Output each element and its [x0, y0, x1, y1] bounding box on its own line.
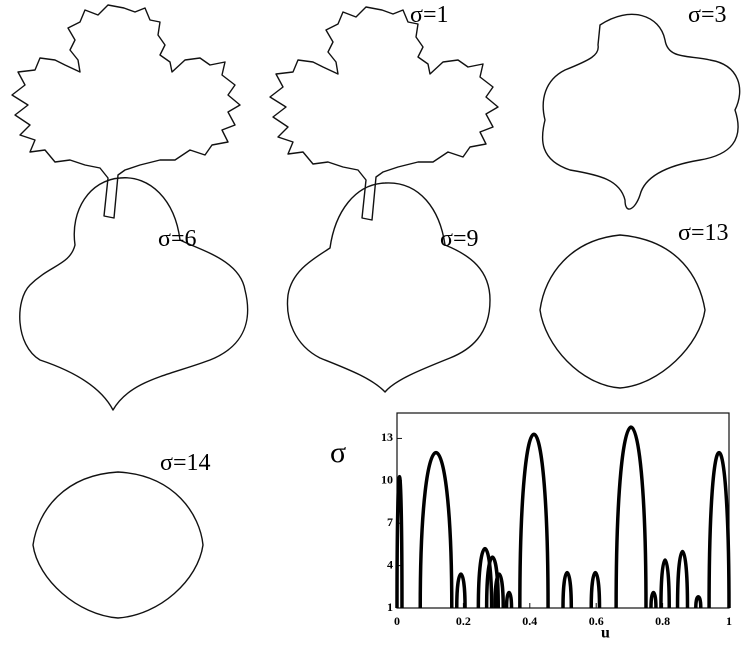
- leaf-sigma-14: [32, 471, 204, 619]
- contour: [659, 558, 671, 609]
- leaf-original: [11, 4, 241, 219]
- contour: [614, 425, 648, 609]
- contour: [675, 550, 690, 609]
- x-tick-label: 0.8: [655, 614, 670, 628]
- contour: [455, 572, 467, 609]
- contour: [707, 451, 731, 609]
- shape-label: σ=1: [410, 2, 448, 28]
- contour: [589, 571, 602, 609]
- contour: [649, 590, 658, 609]
- contour: [418, 450, 454, 609]
- contour: [476, 546, 494, 609]
- leaf-sigma-13: [539, 234, 706, 389]
- shape-label: σ=13: [678, 220, 728, 246]
- contour: [493, 572, 505, 609]
- contour: [504, 590, 514, 609]
- contour: [518, 432, 550, 609]
- x-tick-label: 1: [726, 614, 732, 628]
- shape-label: σ=3: [688, 2, 726, 28]
- y-tick-label: 10: [381, 473, 393, 487]
- contour: [395, 475, 404, 609]
- leaf-sigma-9: [286, 182, 491, 393]
- y-axis-label: σ: [330, 436, 346, 469]
- shape-label: σ=9: [440, 226, 478, 252]
- x-tick-label: 0.4: [522, 614, 537, 628]
- leaf-sigma-6: [19, 177, 249, 411]
- y-tick-label: 4: [387, 557, 393, 571]
- contour: [694, 594, 703, 609]
- leaf-sigma-1: [269, 6, 499, 221]
- contour: [484, 555, 501, 609]
- y-tick-label: 13: [381, 430, 393, 444]
- y-tick-label: 7: [387, 515, 393, 529]
- contour: [561, 571, 574, 609]
- x-tick-label: 0.2: [456, 614, 471, 628]
- leaf-sigma-3: [541, 13, 741, 210]
- x-axis-label: u: [601, 625, 610, 642]
- shape-label: σ=6: [158, 226, 196, 252]
- y-tick-label: 1: [387, 600, 393, 614]
- x-tick-label: 0.6: [589, 614, 604, 628]
- x-tick-label: 0: [394, 614, 400, 628]
- shape-label: σ=14: [160, 450, 210, 476]
